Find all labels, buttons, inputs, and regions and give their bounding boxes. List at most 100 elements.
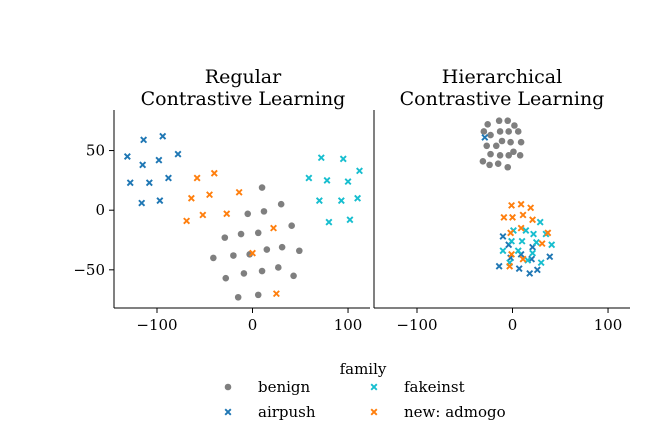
- data-point-benign: [484, 121, 491, 128]
- data-point-fakeinst: [522, 226, 530, 234]
- data-point-new-admogo: [223, 210, 231, 218]
- x-tick-label: 0: [248, 316, 258, 334]
- data-point-benign: [487, 150, 494, 158]
- data-point-fakeinst: [317, 154, 325, 162]
- data-point-benign: [234, 293, 242, 301]
- data-point-fakeinst: [354, 194, 362, 202]
- data-point-benign: [511, 122, 518, 129]
- data-point-benign: [288, 222, 295, 229]
- data-point-fakeinst: [315, 197, 323, 205]
- data-point-benign: [260, 208, 268, 215]
- data-point-benign: [277, 200, 285, 208]
- chart-title-line-1: Regular: [205, 66, 282, 88]
- data-point-benign: [221, 234, 229, 241]
- panel-regular: Regular Contrastive Learning −100 0 100 50…: [73, 66, 370, 334]
- data-point-fakeinst: [524, 256, 532, 264]
- data-point-new-admogo: [529, 216, 537, 224]
- data-point-fakeinst: [356, 167, 363, 175]
- data-point-airpush: [159, 132, 167, 140]
- data-point-new-admogo: [199, 211, 207, 219]
- panel-hierarchical: Hierarchical Contrastive Learning −100 0 1…: [373, 66, 630, 334]
- data-point-airpush: [156, 197, 164, 205]
- data-point-fakeinst: [499, 247, 507, 255]
- data-point-airpush: [155, 156, 163, 164]
- data-point-benign: [254, 229, 262, 237]
- data-point-airpush: [174, 150, 182, 158]
- data-point-fakeinst: [346, 216, 354, 224]
- legend: family benign fakeinst airpush new: admogo: [224, 360, 506, 421]
- data-point-benign: [504, 117, 512, 125]
- data-point-benign: [254, 291, 262, 299]
- data-point-benign: [222, 274, 230, 282]
- data-point-new-admogo: [519, 211, 527, 219]
- data-point-benign: [244, 210, 252, 218]
- x-tick-label: 0: [508, 316, 518, 334]
- plot-marks: [479, 117, 556, 277]
- data-point-fakeinst: [323, 176, 331, 184]
- data-point-benign: [274, 264, 282, 271]
- data-point-benign: [263, 246, 271, 253]
- data-point-airpush: [481, 133, 489, 141]
- data-point-benign: [505, 128, 512, 135]
- data-point-fakeinst: [518, 237, 526, 245]
- data-point-benign: [505, 152, 512, 159]
- data-point-new-admogo: [517, 200, 525, 208]
- data-point-airpush: [123, 153, 131, 160]
- data-point-new-admogo: [500, 213, 508, 221]
- data-point-new-admogo: [544, 229, 552, 237]
- data-point-new-admogo: [538, 240, 546, 248]
- data-point-fakeinst: [305, 174, 313, 182]
- data-point-fakeinst: [514, 247, 522, 255]
- data-point-benign: [492, 142, 500, 150]
- data-point-airpush: [138, 199, 146, 207]
- data-point-benign: [290, 272, 297, 280]
- chart-title-line-1: Hierarchical: [442, 66, 562, 88]
- legend-label-benign: benign: [258, 378, 311, 396]
- data-point-airpush: [515, 265, 523, 273]
- data-point-benign: [516, 152, 524, 159]
- data-point-new-admogo: [508, 250, 516, 258]
- data-point-benign: [498, 137, 506, 145]
- x-tick-label: 100: [334, 316, 363, 334]
- data-point-benign: [504, 163, 512, 171]
- data-point-benign: [495, 117, 503, 125]
- legend-label-fakeinst: fakeinst: [404, 378, 465, 396]
- data-point-fakeinst: [337, 197, 345, 205]
- data-point-new-admogo: [187, 194, 195, 202]
- data-point-airpush: [495, 262, 503, 270]
- data-point-benign: [483, 142, 491, 150]
- data-point-new-admogo: [506, 262, 514, 270]
- chart-title-line-2: Contrastive Learning: [400, 88, 605, 110]
- x-tick-label: 100: [594, 316, 623, 334]
- data-point-fakeinst: [532, 238, 540, 246]
- data-point-benign: [496, 128, 504, 135]
- data-point-airpush: [546, 253, 554, 261]
- data-point-benign: [258, 267, 266, 275]
- data-point-airpush: [126, 179, 134, 187]
- legend-marker-new-admogo: [370, 408, 378, 416]
- data-point-new-admogo: [519, 255, 527, 263]
- x-tick-label: −100: [396, 316, 437, 334]
- data-point-airpush: [526, 269, 534, 277]
- data-point-airpush: [139, 161, 147, 169]
- x-ticks: −100 0 100: [136, 308, 362, 334]
- plot-marks: [123, 132, 363, 301]
- data-point-benign: [496, 152, 504, 159]
- data-point-new-admogo: [272, 290, 280, 298]
- data-point-new-admogo: [517, 224, 525, 232]
- data-point-new-admogo: [507, 229, 515, 237]
- data-point-benign: [210, 254, 217, 262]
- data-point-benign: [258, 184, 266, 191]
- y-tick-label: 50: [86, 142, 105, 160]
- data-point-benign: [278, 243, 286, 251]
- data-point-benign: [486, 161, 493, 169]
- data-point-airpush: [533, 266, 541, 274]
- data-point-benign: [507, 138, 514, 146]
- data-point-new-admogo: [508, 201, 516, 209]
- y-tick-label: 0: [95, 201, 105, 219]
- data-point-fakeinst: [536, 218, 544, 226]
- data-point-benign: [480, 128, 488, 135]
- data-point-benign: [510, 148, 517, 156]
- legend-marker-fakeinst: [370, 383, 378, 391]
- data-point-airpush: [164, 174, 172, 182]
